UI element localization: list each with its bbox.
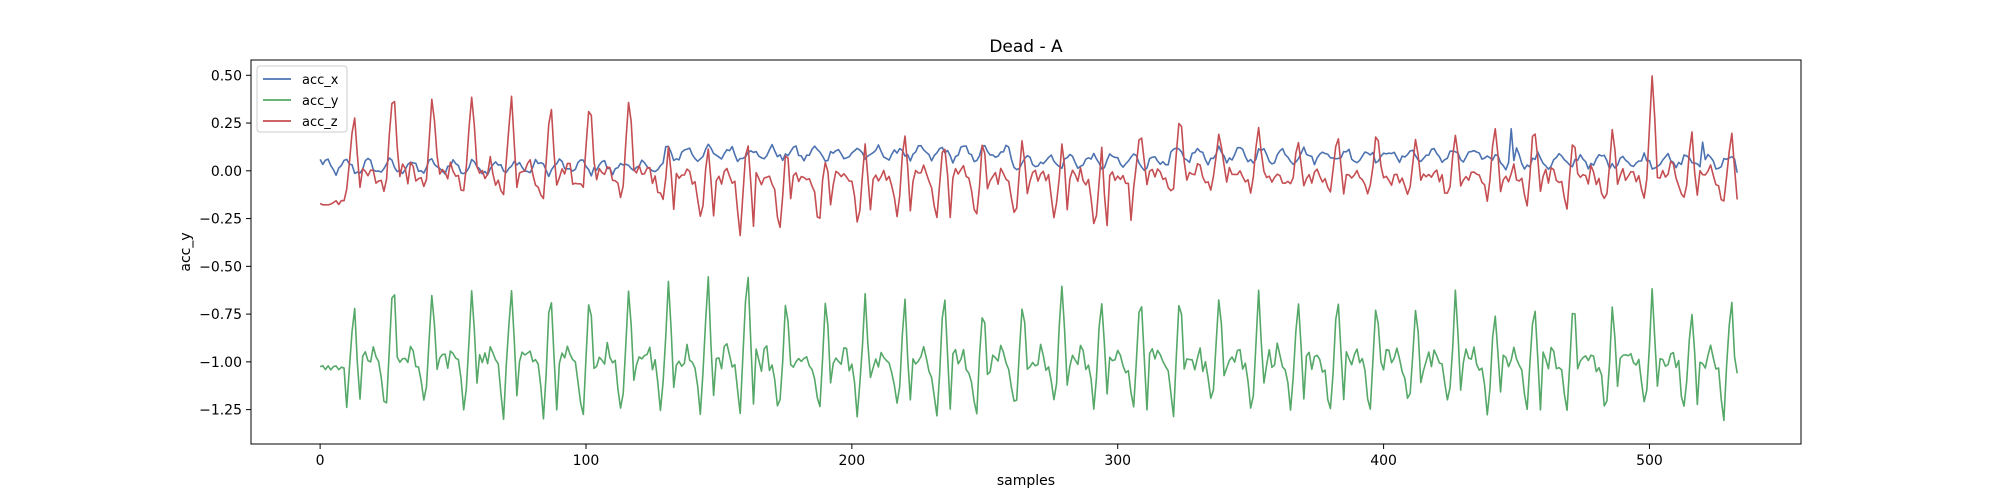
x-tick-label: 400 — [1370, 453, 1397, 469]
legend-label-acc-y: acc_y — [302, 94, 339, 109]
y-tick-label: −1.00 — [199, 355, 242, 371]
x-axis-label: samples — [997, 473, 1055, 489]
series-line-acc-z — [319, 75, 1738, 237]
series-line-acc-x — [319, 127, 1738, 178]
y-tick-label: −1.25 — [199, 403, 242, 419]
y-tick-label: 0.25 — [211, 116, 242, 132]
y-tick-label: 0.50 — [211, 68, 242, 84]
y-axis: 0.50 0.25 0.00 −0.25 −0.50 −0.75 −1.00 −1.25 — [199, 68, 251, 419]
series-line-acc-y — [319, 276, 1738, 422]
x-tick-label: 300 — [1104, 453, 1131, 469]
x-tick-label: 0 — [316, 453, 325, 469]
legend-label-acc-z: acc_z — [302, 115, 338, 130]
x-tick-label: 200 — [838, 453, 865, 469]
y-tick-label: −0.75 — [199, 307, 242, 323]
legend-box — [256, 65, 348, 133]
series-layer — [319, 75, 1738, 422]
legend-label-acc-x: acc_x — [302, 73, 339, 88]
legend: acc_x acc_y acc_z — [256, 65, 348, 133]
x-tick-label: 500 — [1636, 453, 1663, 469]
y-axis-label: acc_y — [178, 232, 194, 271]
chart-title: Dead - A — [989, 37, 1063, 57]
y-tick-label: −0.50 — [199, 259, 242, 275]
y-tick-label: 0.00 — [211, 164, 242, 180]
x-tick-label: 100 — [573, 453, 600, 469]
y-tick-label: −0.25 — [199, 212, 242, 228]
x-axis: 0 100 200 300 400 500 — [316, 444, 1663, 469]
